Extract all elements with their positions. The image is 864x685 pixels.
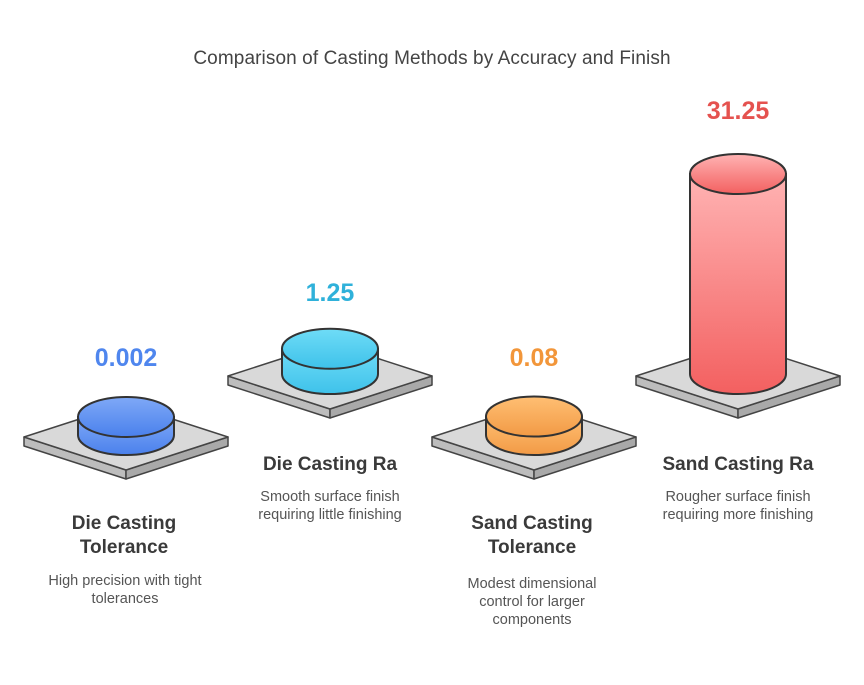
bar-top-die-tolerance <box>77 395 175 438</box>
category-label-die-tolerance: Die Casting Tolerance <box>71 513 177 558</box>
value-label-die-ra: 1.25 <box>305 279 355 307</box>
bar-top-sand-tolerance <box>485 395 583 438</box>
category-label-die-ra: Die Casting Ra <box>262 454 398 475</box>
description-sand-tolerance: Modest dimensional control for larger co… <box>467 576 597 628</box>
bar-top-die-ra <box>281 327 379 370</box>
category-label-sand-tolerance: Sand Casting Tolerance <box>471 513 593 558</box>
description-die-ra: Smooth surface finish requiring little f… <box>258 489 402 523</box>
chart-title: Comparison of Casting Methods by Accurac… <box>193 48 671 69</box>
bar-sand-ra <box>689 173 787 395</box>
value-label-sand-ra: 31.25 <box>706 97 770 125</box>
bar-top-sand-ra <box>689 153 787 195</box>
value-label-die-tolerance: 0.002 <box>94 344 158 372</box>
description-sand-ra: Rougher surface finish requiring more fi… <box>662 489 814 523</box>
value-label-sand-tolerance: 0.08 <box>509 344 559 372</box>
category-label-sand-ra: Sand Casting Ra <box>662 454 814 475</box>
description-die-tolerance: High precision with tight tolerances <box>48 573 202 607</box>
